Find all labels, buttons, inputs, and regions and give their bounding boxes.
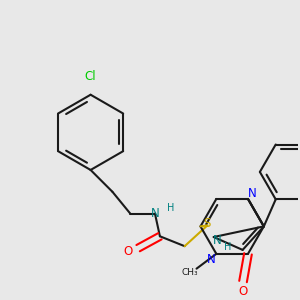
Text: N: N xyxy=(213,235,222,248)
Text: N: N xyxy=(151,207,159,220)
Text: O: O xyxy=(238,285,248,298)
Text: S: S xyxy=(204,217,211,230)
Text: H: H xyxy=(167,202,175,213)
Text: CH₃: CH₃ xyxy=(181,268,198,277)
Text: N: N xyxy=(248,187,256,200)
Text: O: O xyxy=(124,244,133,258)
Text: N: N xyxy=(207,253,216,266)
Text: Cl: Cl xyxy=(85,70,96,83)
Text: H: H xyxy=(224,242,231,252)
